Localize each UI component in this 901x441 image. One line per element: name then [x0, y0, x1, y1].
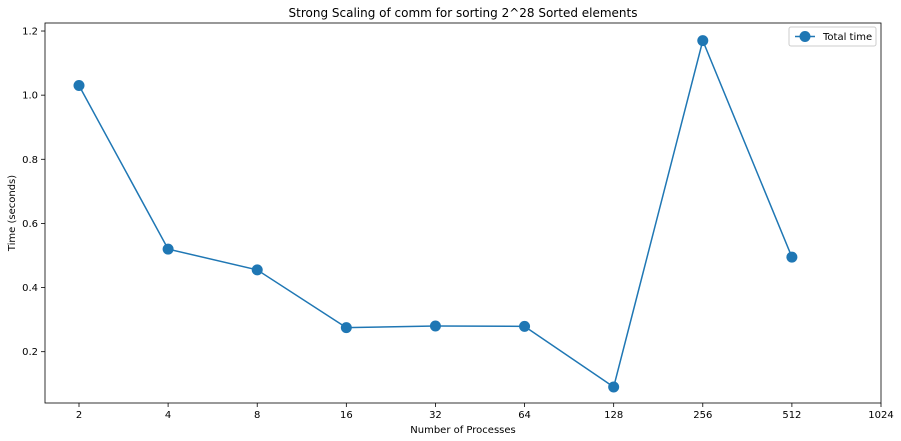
x-tick-label-64: 64 [518, 410, 531, 421]
y-axis: 0.2 0.4 0.6 0.8 1.0 1.2 [22, 27, 45, 358]
data-point-8 [251, 264, 263, 276]
plot-area [44, 22, 882, 404]
x-tick-label-8: 8 [254, 410, 260, 421]
x-tick-label-4: 4 [165, 410, 171, 421]
data-point-64 [519, 320, 531, 332]
x-axis: 2 4 8 16 32 64 128 256 512 1024 [76, 403, 894, 421]
data-point-4 [162, 243, 174, 255]
legend: Total time [788, 26, 877, 47]
x-tick-label-256: 256 [693, 410, 712, 421]
legend-marker [799, 31, 811, 42]
data-point-512 [786, 251, 798, 263]
y-tick-label-1.2: 1.2 [22, 27, 38, 38]
data-point-256 [697, 35, 709, 47]
y-tick-label-0.4: 0.4 [22, 283, 38, 294]
data-point-128 [608, 381, 620, 393]
x-axis-label: Number of Processes [410, 425, 515, 436]
chart-title: Strong Scaling of comm for sorting 2^28 … [289, 6, 638, 20]
legend-label: Total time [822, 32, 872, 43]
x-tick-label-16: 16 [340, 410, 353, 421]
y-tick-label-0.6: 0.6 [22, 219, 38, 230]
y-axis-label: Time (seconds) [7, 175, 18, 252]
x-tick-label-2: 2 [76, 410, 82, 421]
data-point-16 [340, 322, 352, 334]
y-tick-label-1.0: 1.0 [22, 91, 38, 102]
data-points [73, 35, 798, 393]
data-point-32 [429, 320, 441, 332]
data-point-2 [73, 80, 85, 92]
x-tick-label-128: 128 [604, 410, 623, 421]
x-tick-label-1024: 1024 [868, 410, 893, 421]
y-tick-label-0.8: 0.8 [22, 155, 38, 166]
y-tick-label-0.2: 0.2 [22, 347, 38, 358]
x-tick-label-32: 32 [429, 410, 442, 421]
x-tick-label-512: 512 [782, 410, 801, 421]
legend-box [788, 26, 877, 47]
